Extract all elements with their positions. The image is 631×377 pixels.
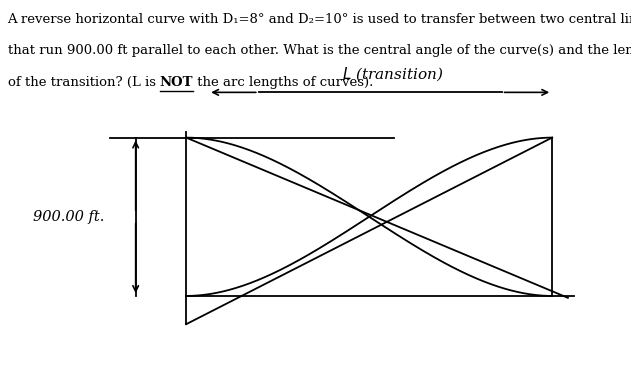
Text: 900.00 ft.: 900.00 ft. bbox=[33, 210, 104, 224]
Text: of the transition? (L is: of the transition? (L is bbox=[8, 76, 160, 89]
Text: that run 900.00 ft parallel to each other. What is the central angle of the curv: that run 900.00 ft parallel to each othe… bbox=[8, 44, 631, 57]
Text: $L$ (transition): $L$ (transition) bbox=[342, 65, 444, 83]
Text: NOT: NOT bbox=[160, 76, 193, 89]
Text: the arc lengths of curves).: the arc lengths of curves). bbox=[193, 76, 374, 89]
Text: A reverse horizontal curve with D₁=8° and D₂=10° is used to transfer between two: A reverse horizontal curve with D₁=8° an… bbox=[8, 13, 631, 26]
